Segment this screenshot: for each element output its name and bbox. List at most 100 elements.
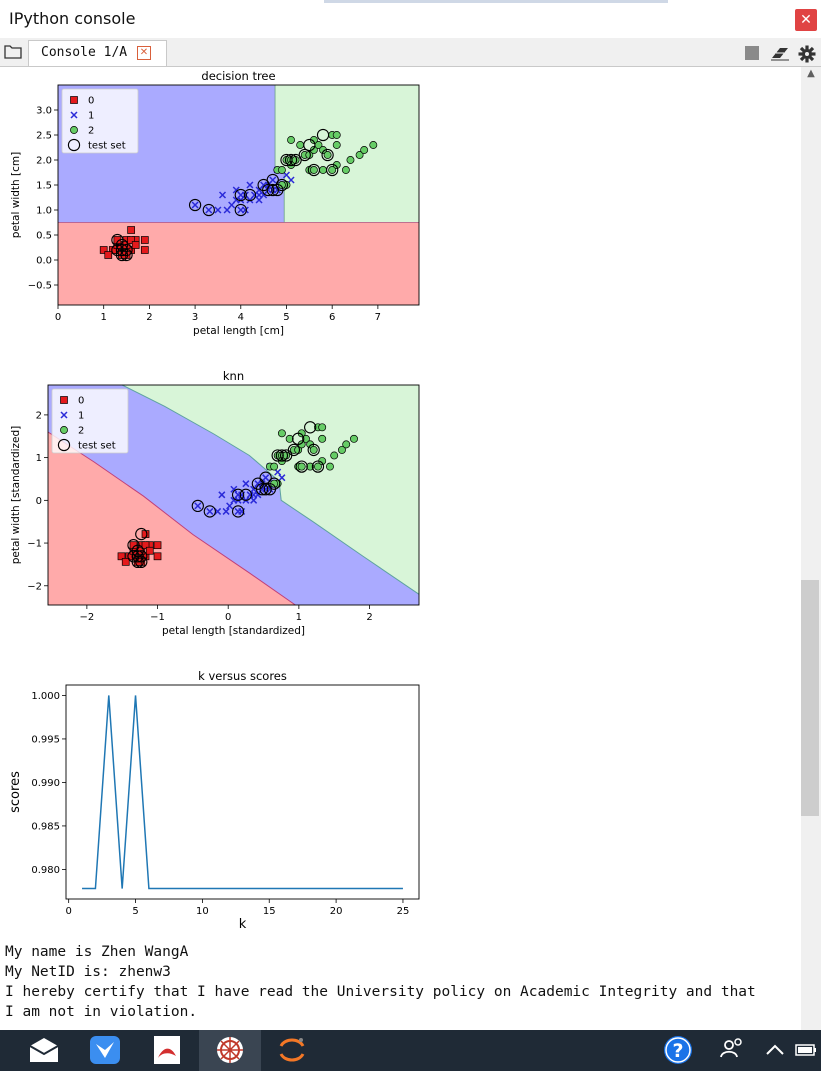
chevron-up-icon[interactable] — [764, 1042, 786, 1058]
test-set-point — [259, 471, 272, 484]
x-tick-label: 1 — [101, 312, 107, 323]
test-set-point — [202, 203, 215, 217]
y-tick-label: 0.990 — [31, 778, 60, 789]
feishu-icon[interactable] — [88, 1034, 122, 1066]
data-point-class-2 — [313, 462, 322, 471]
console-output-area[interactable]: 0 1 2 3 4 5 6 7 −0.5 0.0 0.5 1.0 1.5 2.0 2.5 3.0 decisio… — [0, 67, 801, 1030]
test-set-point — [234, 203, 247, 217]
folder-icon[interactable] — [4, 43, 22, 59]
test-set-point — [275, 449, 289, 462]
acrobat-icon[interactable] — [150, 1034, 184, 1066]
data-point-class-1 — [246, 181, 254, 189]
y-axis-label: petal width [standardized] — [10, 426, 22, 565]
console-line-name: My name is Zhen WangA — [5, 944, 189, 960]
data-point-class-1 — [205, 206, 213, 214]
scroll-up-icon[interactable]: ▲ — [807, 68, 815, 79]
score-line — [82, 695, 403, 890]
test-set-point — [131, 555, 144, 569]
data-point-class-0 — [99, 246, 108, 254]
legend-box — [51, 388, 129, 454]
data-point-class-2 — [277, 166, 286, 174]
y-tick-label: 1.000 — [31, 691, 60, 702]
test-set-point — [255, 483, 269, 496]
test-set-point — [316, 128, 330, 142]
console-line-certify: I hereby certify that I have read the Un… — [5, 984, 756, 1000]
jupyter-icon[interactable] — [275, 1034, 309, 1066]
battery-icon[interactable] — [794, 1042, 818, 1058]
decision-tree-plot: 0 1 2 3 4 5 6 7 −0.5 0.0 0.5 1.0 1.5 2.0 2.5 3.0 decisio… — [10, 69, 420, 337]
test-set-point — [292, 432, 305, 445]
data-point-class-0 — [153, 541, 162, 550]
data-point-class-2 — [346, 156, 355, 164]
close-icon: ✕ — [800, 12, 812, 28]
taskbar — [0, 1030, 821, 1071]
y-tick-label: 2.5 — [36, 131, 52, 142]
test-set-point — [307, 443, 320, 457]
test-set-point — [303, 138, 316, 152]
decision-boundary — [47, 431, 296, 606]
tab-close-icon[interactable]: ✕ — [137, 46, 151, 60]
scrollbar-thumb[interactable] — [801, 580, 819, 816]
data-point-class-2 — [70, 126, 78, 134]
data-point-class-2 — [285, 434, 294, 443]
data-point-class-1 — [194, 502, 202, 510]
test-set-point — [304, 421, 317, 434]
test-set-point — [135, 555, 148, 569]
test-set-point — [203, 505, 216, 518]
y-tick-label: 1.5 — [36, 181, 52, 192]
stop-icon[interactable] — [744, 45, 760, 61]
help-icon[interactable]: ? — [662, 1034, 694, 1066]
data-point-class-0 — [153, 552, 162, 561]
eraser-icon[interactable] — [770, 45, 790, 61]
x-tick-label: 0 — [65, 906, 71, 917]
y-tick-label: 0.985 — [31, 821, 60, 832]
data-point-class-2 — [287, 136, 296, 144]
test-set-point — [287, 443, 301, 457]
x-tick-label: −2 — [79, 612, 94, 623]
test-set-point — [326, 163, 339, 177]
plot-frame — [65, 684, 420, 900]
data-point-class-2 — [297, 462, 306, 471]
data-point-class-0 — [145, 546, 154, 555]
test-set-point — [262, 183, 275, 197]
data-point-class-2 — [341, 166, 350, 174]
vertical-scrollbar[interactable] — [801, 67, 821, 1030]
plot-frame — [47, 384, 420, 606]
decision-region-class-0 — [58, 222, 419, 305]
window-titlebar: IPython console ✕ — [0, 0, 821, 39]
test-set-point — [239, 488, 253, 501]
close-window-button[interactable]: ✕ — [795, 9, 817, 31]
data-point-class-2 — [332, 131, 341, 139]
data-point-class-1 — [255, 191, 263, 199]
data-point-class-0 — [141, 530, 150, 538]
mail-icon[interactable] — [27, 1034, 61, 1066]
data-point-class-2 — [301, 434, 310, 443]
test-set-point — [120, 248, 133, 262]
data-point-class-1 — [237, 196, 245, 204]
spider-icon[interactable] — [213, 1034, 247, 1066]
chart-title: knn — [223, 369, 244, 383]
data-point-class-0 — [140, 236, 149, 244]
data-point-class-2 — [355, 151, 364, 159]
x-tick-label: 2 — [146, 312, 152, 323]
y-axis-label: petal width [cm] — [10, 152, 22, 238]
chart-title: k versus scores — [198, 669, 287, 683]
legend-box — [61, 88, 139, 154]
test-set-point — [267, 477, 281, 490]
y-tick-label: −2 — [27, 581, 42, 592]
x-tick-label: 25 — [397, 906, 410, 917]
x-tick-label: 2 — [366, 612, 372, 623]
data-point-class-2 — [306, 462, 315, 471]
x-tick-label: 4 — [238, 312, 244, 323]
people-icon[interactable] — [718, 1034, 746, 1062]
data-point-class-1 — [226, 502, 234, 510]
gear-icon[interactable] — [798, 45, 816, 63]
legend-entry-label: test set — [88, 141, 126, 152]
tab-console-1a[interactable]: Console 1/A ✕ — [28, 40, 167, 66]
test-set-point — [321, 148, 334, 162]
data-point-class-2 — [319, 166, 327, 174]
data-point-class-1 — [70, 111, 78, 119]
x-tick-label: 20 — [330, 906, 343, 917]
data-point-class-1 — [262, 474, 270, 482]
x-axis-label: k — [239, 917, 247, 932]
